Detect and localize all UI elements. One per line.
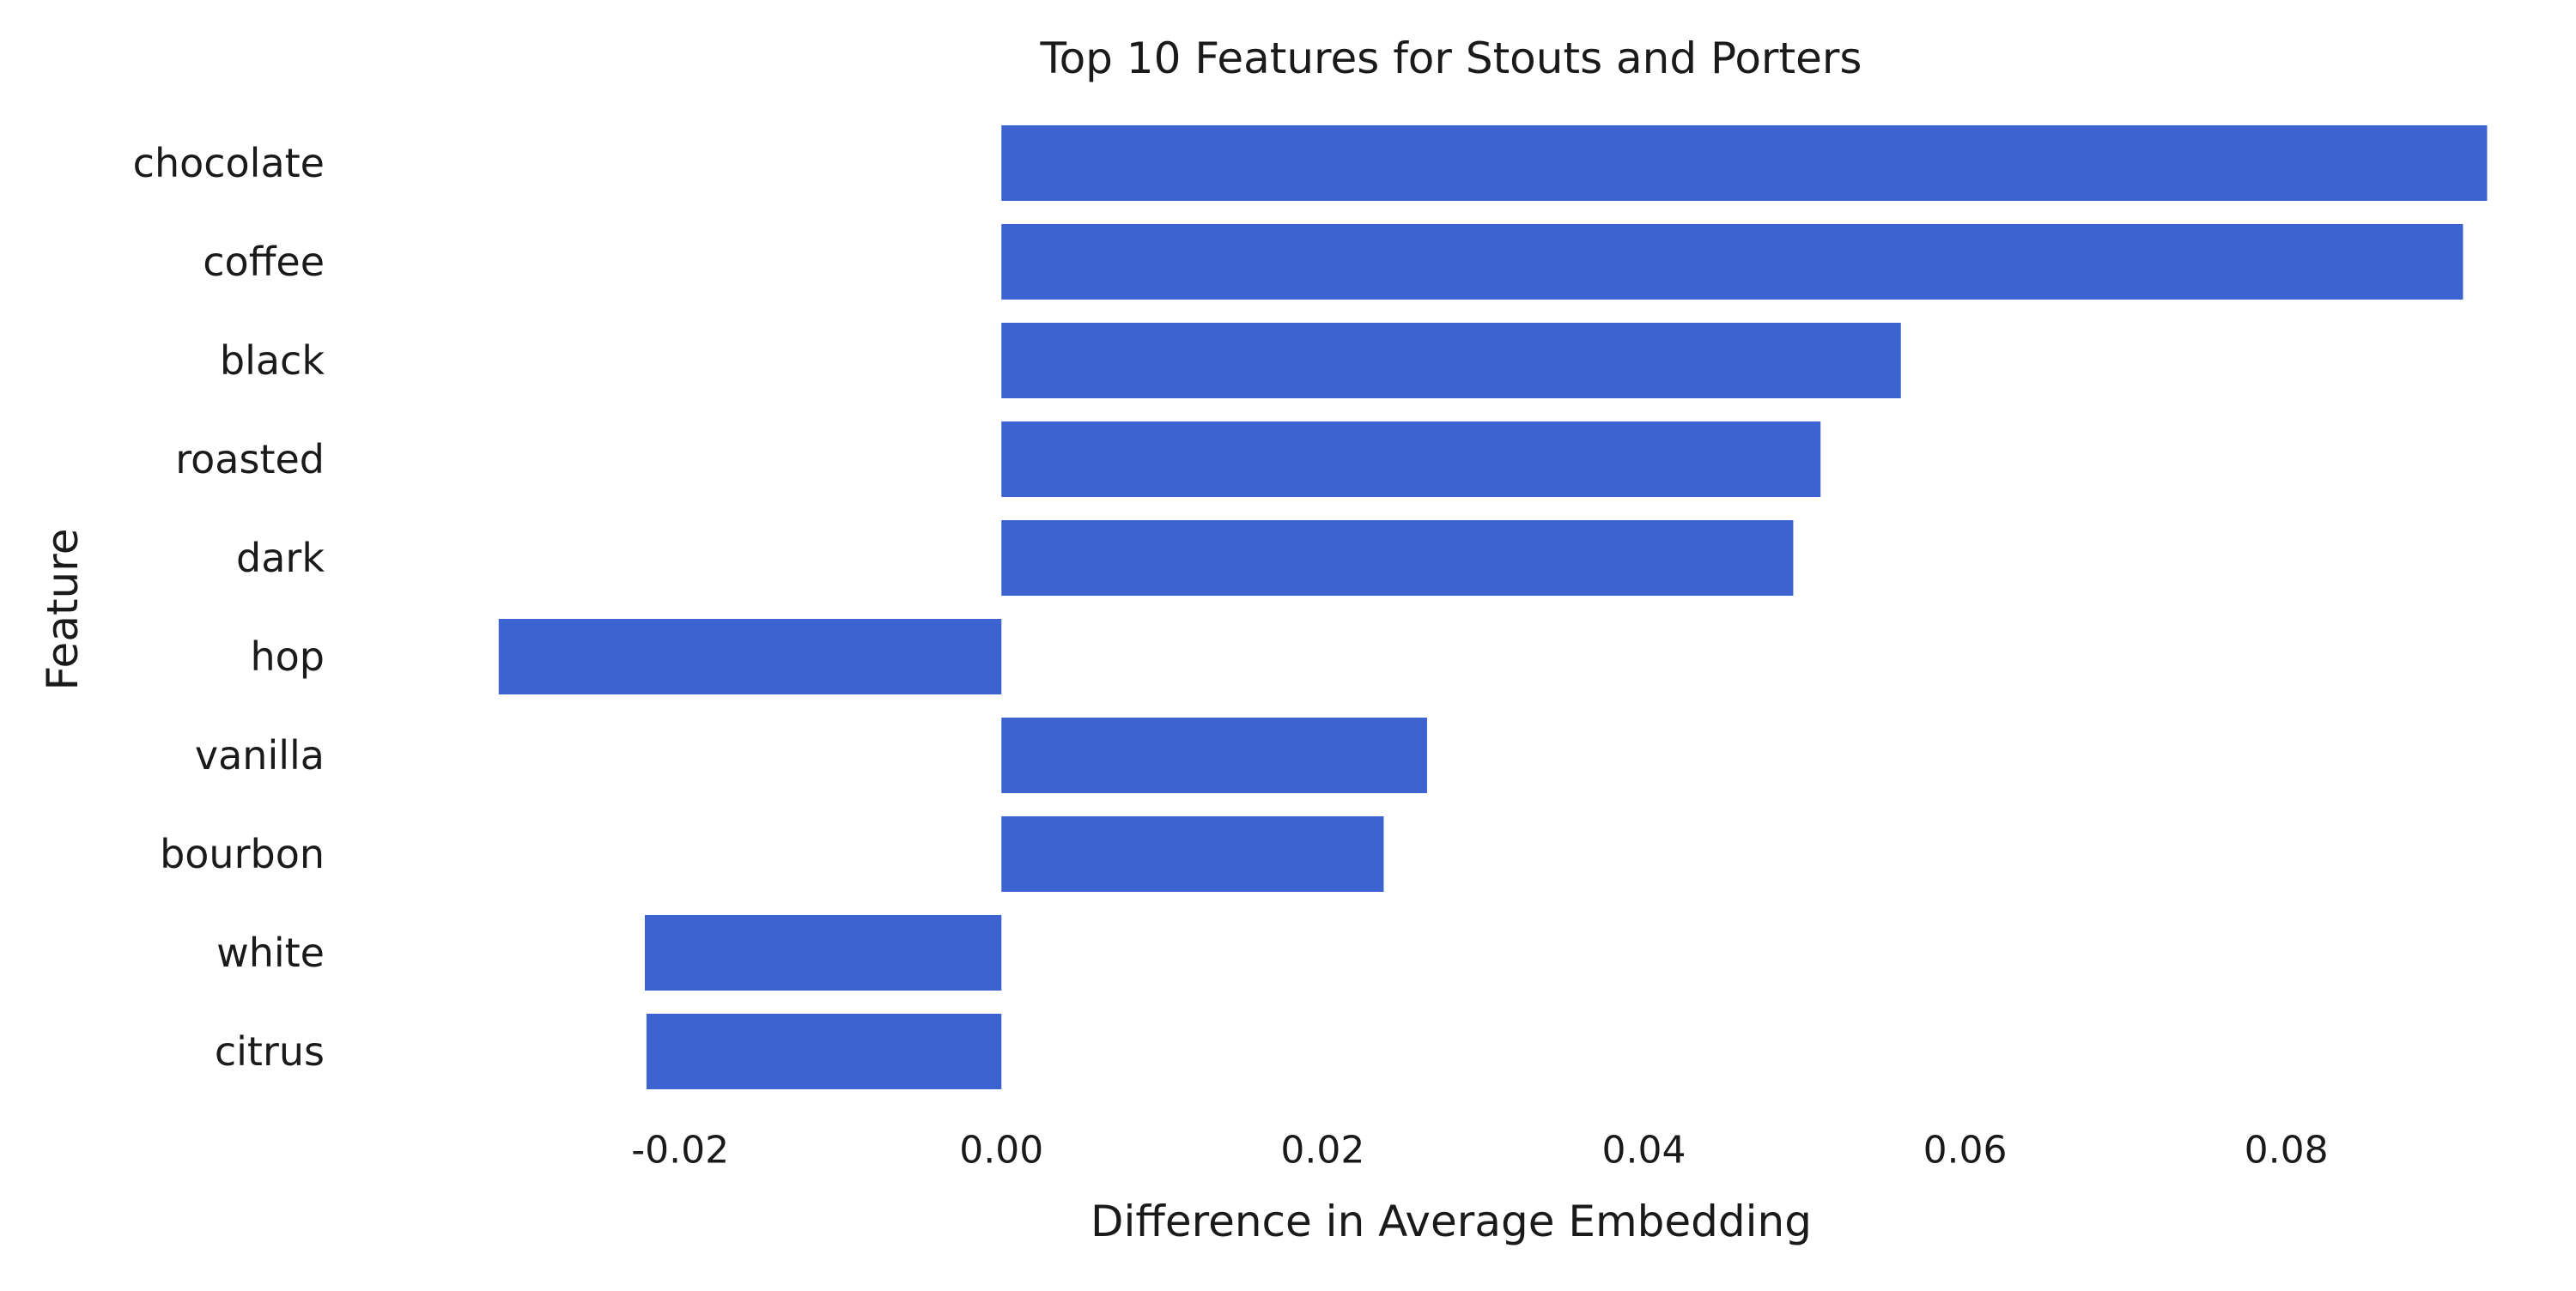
- y-tick-label-dark: dark: [236, 535, 325, 581]
- bar-chocolate: [1001, 125, 2488, 201]
- x-tick-label: -0.02: [631, 1129, 729, 1173]
- x-tick-label: 0.08: [2245, 1129, 2329, 1173]
- bar-coffee: [1001, 224, 2464, 300]
- x-tick-label: 0.02: [1280, 1129, 1364, 1173]
- bar-bourbon: [1001, 816, 1384, 892]
- y-tick-label-hop: hop: [251, 633, 325, 680]
- y-tick-label-white: white: [216, 930, 325, 976]
- y-tick-labels: chocolate coffee black roasted dark hop vanill…: [133, 140, 325, 1075]
- y-tick-label-citrus: citrus: [215, 1028, 325, 1075]
- x-tick-labels: -0.02 0.00 0.02 0.04 0.06 0.08: [631, 1129, 2328, 1173]
- y-tick-label-chocolate: chocolate: [133, 140, 325, 186]
- y-axis-label: Feature: [38, 529, 88, 691]
- bars-layer: [498, 125, 2488, 1089]
- bar-white: [645, 915, 1002, 991]
- bar-dark: [1001, 520, 1794, 596]
- y-tick-label-vanilla: vanilla: [195, 732, 325, 779]
- x-tick-label: 0.06: [1923, 1129, 2008, 1173]
- bar-hop: [498, 619, 1002, 694]
- x-tick-label: 0.04: [1601, 1129, 1686, 1173]
- bar-black: [1001, 323, 1901, 398]
- x-axis-label: Difference in Average Embedding: [1091, 1197, 1812, 1246]
- y-tick-label-bourbon: bourbon: [160, 831, 325, 877]
- x-tick-label: 0.00: [959, 1129, 1043, 1173]
- bar-roasted: [1001, 421, 1821, 497]
- bar-citrus: [646, 1014, 1002, 1089]
- y-tick-label-coffee: coffee: [203, 239, 325, 285]
- y-tick-label-roasted: roasted: [175, 436, 325, 482]
- y-tick-label-black: black: [220, 337, 325, 384]
- chart-title: Top 10 Features for Stouts and Porters: [1040, 33, 1862, 83]
- bar-vanilla: [1001, 718, 1427, 793]
